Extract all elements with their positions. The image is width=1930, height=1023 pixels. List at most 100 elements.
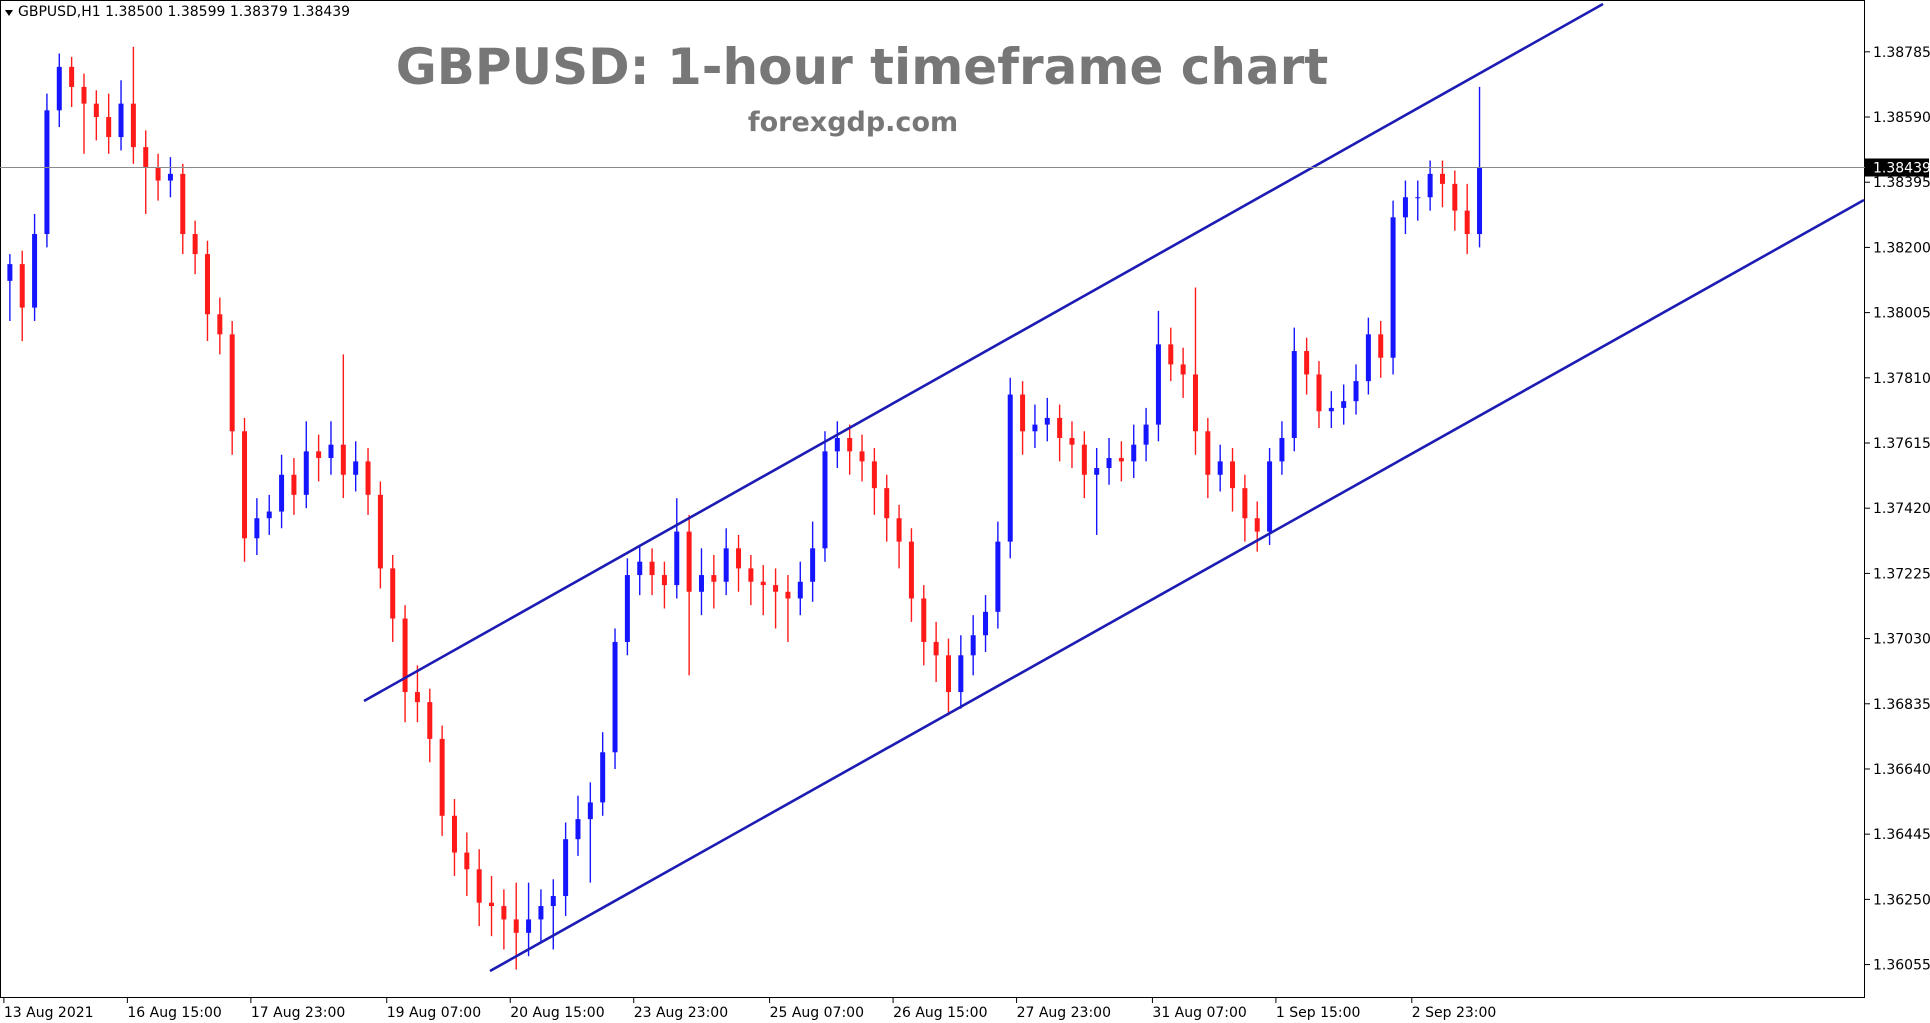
- candle-body: [340, 444, 346, 475]
- candle-body: [1254, 518, 1260, 532]
- candle-body: [254, 518, 260, 539]
- candle-body: [538, 906, 544, 920]
- symbol-header: GBPUSD,H1 1.38500 1.38599 1.38379 1.3843…: [18, 4, 350, 20]
- candle-body: [1341, 401, 1347, 408]
- y-tick-label: 1.38395: [1873, 175, 1930, 191]
- candle-body: [217, 314, 223, 335]
- candle-body: [723, 548, 729, 582]
- x-tick-label: 1 Sep 15:00: [1276, 1005, 1361, 1021]
- candle-body: [279, 474, 285, 512]
- candle-body: [1291, 351, 1297, 438]
- candle-body: [1118, 458, 1124, 462]
- x-tick-label: 19 Aug 07:00: [387, 1005, 481, 1021]
- candle-body: [1230, 461, 1236, 489]
- y-tick-label: 1.37420: [1873, 501, 1930, 517]
- candle-body: [1304, 351, 1310, 375]
- candle-body: [1365, 334, 1371, 382]
- x-tick-label: 23 Aug 23:00: [634, 1005, 728, 1021]
- x-tick-label: 27 Aug 23:00: [1017, 1005, 1111, 1021]
- candle-body: [143, 147, 149, 168]
- candle-body: [810, 548, 816, 582]
- candle-body: [686, 531, 692, 592]
- candle-body: [649, 561, 655, 576]
- candle-body: [1106, 458, 1112, 469]
- candle-body: [1316, 374, 1322, 412]
- candle-body: [1378, 334, 1384, 358]
- candle-body: [316, 451, 322, 459]
- candle-body: [303, 451, 309, 495]
- candle-body: [414, 692, 420, 703]
- candle-body: [834, 437, 840, 452]
- candle-body: [1279, 437, 1285, 462]
- candle-body: [118, 103, 124, 138]
- candle-body: [970, 635, 976, 656]
- candle-body: [711, 575, 717, 582]
- candle-body: [1069, 437, 1075, 445]
- candle-body: [1242, 488, 1248, 519]
- chart-subtitle: forexgdp.com: [748, 107, 958, 138]
- candle-body: [748, 568, 754, 582]
- candle-body: [1168, 344, 1174, 365]
- candle-body: [760, 581, 766, 586]
- candle-body: [526, 919, 532, 933]
- candle-body: [464, 852, 470, 870]
- candle-body: [871, 461, 877, 489]
- candle-body: [353, 461, 359, 475]
- candle-body: [847, 437, 853, 452]
- y-tick-label: 1.37810: [1873, 371, 1930, 387]
- candle-body: [476, 869, 482, 903]
- candle-body: [1180, 364, 1186, 375]
- candle-body: [1057, 417, 1063, 438]
- candle-body: [600, 752, 606, 803]
- candle-body: [32, 234, 38, 308]
- candle-body: [958, 655, 964, 693]
- y-tick-label: 1.36835: [1873, 697, 1930, 713]
- last-price-box: [1865, 158, 1929, 177]
- candle-body: [1205, 431, 1211, 475]
- x-tick-label: 13 Aug 2021: [4, 1005, 94, 1021]
- candle-body: [908, 541, 914, 599]
- candle-body: [1044, 417, 1050, 425]
- candle-body: [266, 511, 272, 519]
- candle-body: [1402, 197, 1408, 218]
- y-tick-label: 1.37225: [1873, 566, 1930, 582]
- candle-body: [698, 575, 704, 592]
- candle-body: [44, 110, 50, 235]
- chart-title: GBPUSD: 1-hour timeframe chart: [396, 38, 1329, 96]
- candle-body: [427, 702, 433, 739]
- plot-frame: [0, 0, 1865, 998]
- candle-body: [1032, 424, 1038, 432]
- candle-body: [229, 334, 235, 432]
- candle-body: [130, 103, 136, 148]
- candle-body: [81, 86, 87, 104]
- candle-body: [1020, 394, 1026, 432]
- candle-body: [995, 541, 1001, 612]
- candle-body: [155, 167, 161, 181]
- x-tick-label: 26 Aug 15:00: [893, 1005, 987, 1021]
- y-tick-label: 1.38785: [1873, 45, 1930, 61]
- lower-channel-line: [489, 198, 1865, 973]
- candle-body: [661, 575, 667, 586]
- candle-body: [1328, 407, 1334, 412]
- y-tick-label: 1.38005: [1873, 306, 1930, 322]
- candle-body: [1094, 468, 1100, 475]
- candle-body: [1131, 444, 1137, 462]
- candle-body: [797, 581, 803, 599]
- candle-body: [513, 919, 519, 933]
- candle-body: [612, 641, 618, 753]
- candle-body: [1439, 173, 1445, 184]
- candle-body: [93, 103, 99, 118]
- candle-body: [439, 738, 445, 816]
- candle-body: [822, 451, 828, 549]
- candle-body: [501, 906, 507, 920]
- x-tick-label: 31 Aug 07:00: [1152, 1005, 1246, 1021]
- candle-body: [983, 611, 989, 636]
- candle-body: [1081, 444, 1087, 475]
- candle-body: [945, 655, 951, 693]
- candle-body: [291, 474, 297, 495]
- candle-body: [1464, 210, 1470, 235]
- candle-body: [773, 585, 779, 592]
- candle-body: [1007, 394, 1013, 542]
- candle-body: [56, 66, 62, 111]
